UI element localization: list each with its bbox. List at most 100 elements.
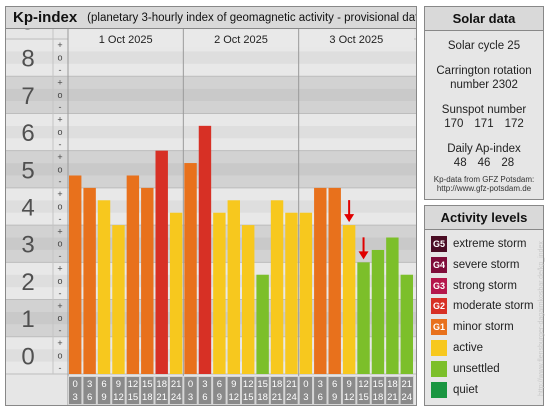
x-tick-cell: [69, 377, 82, 404]
activity-level-item: G3 strong storm: [431, 277, 517, 295]
kp-bar: [213, 212, 226, 374]
x-tick-end: 18: [142, 392, 153, 403]
level-label: moderate storm: [453, 300, 534, 313]
kp-bar: [400, 274, 413, 374]
x-tick-end: 3: [303, 392, 308, 403]
kp-bar: [184, 163, 197, 374]
ap-index-values: 48 46 28: [425, 156, 543, 170]
level-label: strong storm: [453, 279, 517, 292]
x-tick-cell: [342, 377, 356, 404]
x-tick-cell: [169, 377, 183, 404]
x-tick-start: 12: [128, 379, 139, 390]
x-tick-start: 3: [87, 379, 92, 390]
x-tick-start: 0: [73, 379, 78, 390]
x-tick-start: 6: [332, 379, 337, 390]
y-minor-mark: -: [59, 288, 62, 298]
x-tick-cell: [141, 377, 154, 404]
kp-bar: [97, 200, 111, 374]
x-tick-start: 12: [358, 379, 369, 390]
level-band: [6, 113, 416, 126]
prediction-arrow-head: [358, 251, 369, 260]
level-swatch: G4: [431, 256, 447, 273]
carrington-label: Carrington rotation: [436, 65, 532, 77]
x-tick-start: 9: [116, 379, 121, 390]
solar-data-body: Solar cycle 25 Carrington rotation numbe…: [425, 39, 543, 193]
x-tick-cell: [112, 377, 125, 404]
day-label: 2 Oct 2025: [214, 34, 268, 46]
solar-data-panel: Solar data Solar cycle 25 Carrington rot…: [424, 6, 544, 200]
x-tick-end: 21: [272, 392, 283, 403]
y-minor-mark: -: [59, 326, 62, 336]
level-band: [6, 88, 416, 102]
x-tick-cell: [285, 377, 298, 404]
x-tick-end: 9: [332, 392, 337, 403]
kp-bar: [227, 200, 240, 374]
sunspot-label: Sunspot number: [441, 104, 527, 116]
kp-bar: [141, 187, 154, 374]
y-minor-mark: +: [57, 115, 62, 125]
x-tick-start: 18: [156, 379, 167, 390]
x-tick-end: 18: [373, 392, 384, 403]
chart-subtitle: (planetary 3-hourly index of geomagnetic…: [87, 11, 417, 24]
activity-level-item: G1 minor storm: [431, 318, 514, 336]
kp-bar: [69, 175, 82, 374]
x-tick-end: 12: [113, 392, 124, 403]
x-tick-end: 21: [387, 392, 398, 403]
y-minor-mark: o: [57, 164, 62, 174]
x-tick-cell: [256, 377, 269, 404]
y-minor-mark: o: [57, 202, 62, 212]
data-credit: Kp-data from GFZ Potsdam: http://www.gfz…: [425, 175, 543, 193]
y-minor-mark: -: [59, 102, 62, 112]
x-tick-end: 12: [344, 392, 355, 403]
x-tick-cell: [227, 377, 240, 404]
x-tick-end: 15: [243, 392, 254, 403]
level-band: [6, 51, 416, 64]
x-tick-end: 6: [318, 392, 323, 403]
y-minor-mark: -: [59, 363, 62, 373]
x-tick-end: 15: [128, 392, 139, 403]
x-tick-start: 6: [217, 379, 222, 390]
y-tick-label: 2: [21, 269, 34, 296]
carrington-number: number 2302: [450, 79, 518, 91]
y-tick-label: 7: [21, 83, 34, 110]
kp-bar-chart: 0123456789+o-+o-+o-+o-+o-+o-+o-+o-+o-1 O…: [6, 29, 416, 405]
sunspot-values: 170 171 172: [425, 117, 543, 131]
x-tick-end: 21: [156, 392, 167, 403]
x-tick-start: 3: [318, 379, 323, 390]
x-tick-cell: [198, 377, 212, 404]
kp-bar: [342, 225, 356, 374]
ap-index-label: Daily Ap-index: [447, 143, 521, 155]
y-minor-mark: o: [57, 90, 62, 100]
kp-bar: [299, 212, 313, 374]
credit-url[interactable]: http://www.gfz-potsdam.de: [436, 184, 532, 193]
y-minor-mark: +: [57, 226, 62, 236]
kp-bar: [242, 225, 255, 374]
y-minor-mark: -: [59, 214, 62, 224]
x-tick-start: 9: [231, 379, 236, 390]
x-tick-end: 18: [257, 392, 268, 403]
x-tick-end: 3: [188, 392, 193, 403]
x-tick-start: 6: [101, 379, 106, 390]
level-band: [6, 101, 416, 114]
x-tick-cell: [357, 377, 370, 404]
x-tick-start: 21: [286, 379, 297, 390]
kp-bar: [386, 237, 399, 374]
x-tick-start: 18: [387, 379, 398, 390]
prediction-arrow-head: [344, 214, 355, 223]
x-tick-cell: [328, 377, 341, 404]
level-swatch: G1: [431, 319, 447, 336]
chart-title: Kp-index: [13, 9, 78, 26]
y-minor-mark: +: [57, 301, 62, 311]
y-minor-mark: o: [57, 313, 62, 323]
y-minor-mark: +: [57, 152, 62, 162]
kp-bar: [256, 274, 269, 374]
x-tick-start: 21: [171, 379, 182, 390]
level-label: active: [453, 342, 484, 354]
y-tick-label: 3: [21, 232, 34, 259]
y-minor-mark: o: [57, 276, 62, 286]
x-tick-end: 24: [171, 392, 182, 403]
kp-bar: [357, 262, 370, 374]
activity-levels-panel: Activity levels G5 extreme storm G4 severe …: [424, 205, 544, 406]
x-tick-cell: [242, 377, 255, 404]
